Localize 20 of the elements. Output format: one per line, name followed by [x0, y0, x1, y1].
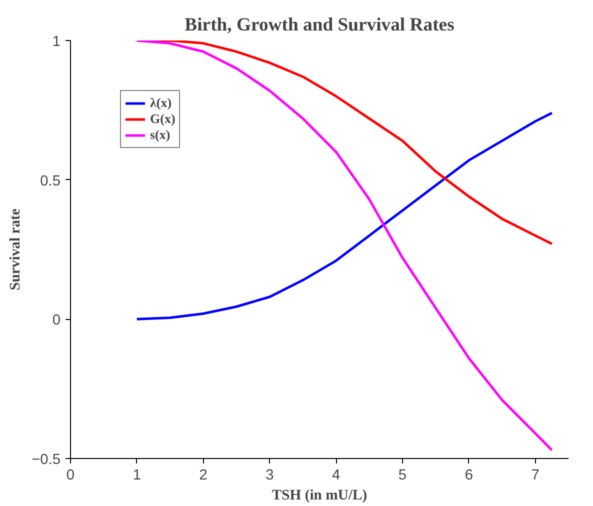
- x-tick-label: 5: [398, 468, 407, 484]
- x-tick-label: 7: [531, 468, 540, 484]
- legend-label: G(x): [150, 111, 176, 127]
- legend-label: λ(x): [150, 95, 172, 111]
- x-tick-label: 4: [332, 468, 340, 484]
- y-tick-label: 1: [52, 34, 61, 50]
- x-axis-title: TSH (in mU/L): [272, 488, 368, 504]
- legend-label: s(x): [150, 127, 170, 143]
- y-tick-label: 0.5: [40, 173, 60, 190]
- x-tick-label: 1: [132, 468, 141, 484]
- x-tick-label: 0: [66, 468, 75, 484]
- y-axis-title: Survival rate: [8, 208, 24, 290]
- line-series: [136, 40, 554, 452]
- y-tick-label: 0: [52, 312, 61, 329]
- x-tick-label: 6: [464, 468, 473, 484]
- x-tick-label: 2: [199, 468, 208, 484]
- line-series: [136, 112, 554, 320]
- y-tick-label: −0.5: [32, 452, 61, 468]
- x-tick-label: 3: [266, 468, 274, 484]
- chart-title: Birth, Growth and Survival Rates: [184, 14, 454, 36]
